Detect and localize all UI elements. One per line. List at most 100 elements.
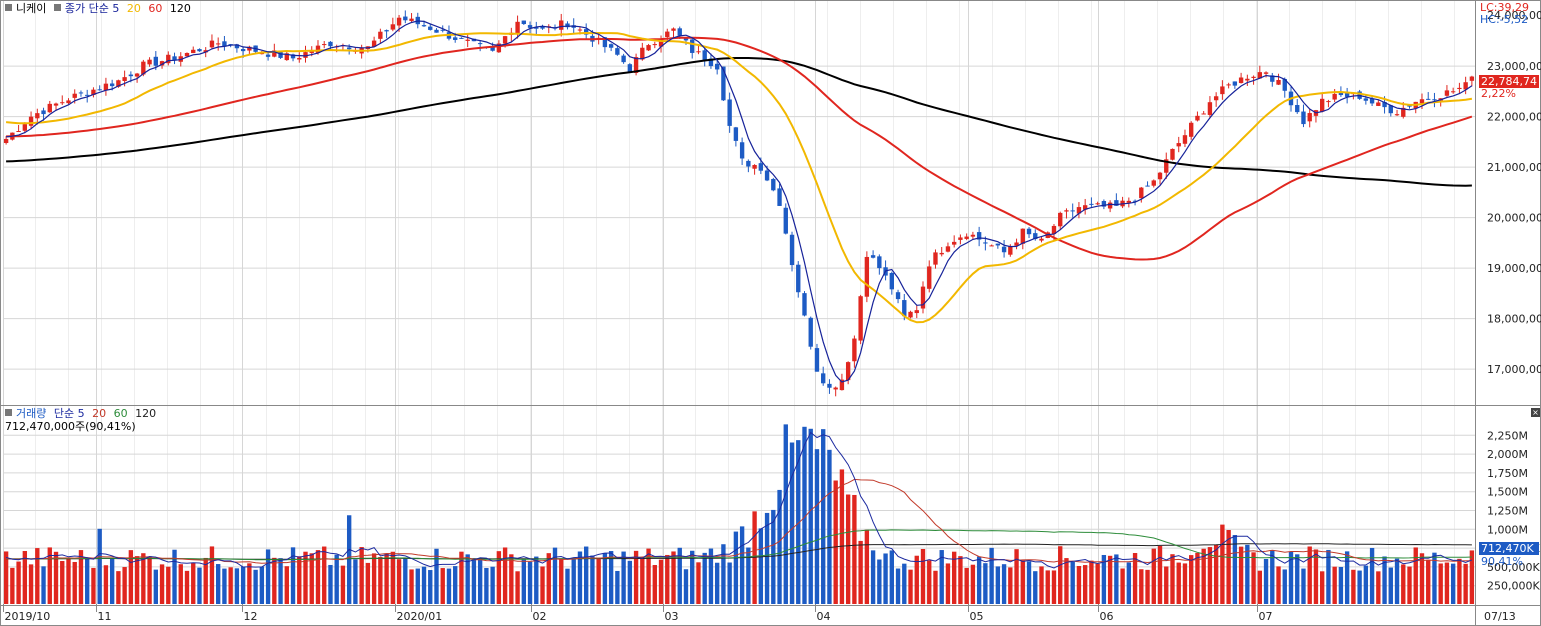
volume-bar: [446, 568, 452, 604]
price-tick-label: 23,000,00: [1487, 60, 1541, 73]
candle-body: [1164, 159, 1169, 173]
volume-bar: [845, 494, 851, 604]
volume-bar: [153, 569, 158, 604]
volume-bar: [340, 565, 346, 604]
volume-bar: [983, 563, 988, 604]
candle-body: [1376, 102, 1381, 106]
volume-bar: [116, 571, 121, 604]
candle-body: [608, 44, 614, 48]
volume-bar: [989, 547, 994, 604]
volume-bar: [421, 566, 427, 604]
x-tick-label: 02: [533, 610, 547, 623]
volume-bar: [1045, 570, 1050, 604]
volume-bar: [41, 566, 46, 604]
candle-body: [378, 31, 383, 39]
candle-body: [1033, 233, 1038, 240]
volume-bar: [814, 449, 820, 604]
volume-bar: [976, 556, 982, 604]
candle-body: [858, 296, 863, 341]
volume-bar: [1288, 551, 1294, 604]
volume-bar: [259, 566, 265, 604]
close-panel-icon[interactable]: ×: [1531, 408, 1540, 417]
candle-body: [845, 362, 851, 381]
price-tick-label: 18,000,00: [1487, 313, 1541, 326]
ma60-line: [6, 36, 1473, 261]
volume-tick-label: 1,250M: [1487, 505, 1528, 518]
candle-body: [702, 50, 707, 62]
candle-body: [515, 21, 520, 34]
candle-body: [771, 179, 776, 191]
candle-body: [1251, 76, 1256, 78]
volume-bar: [877, 559, 882, 604]
volume-bar: [1139, 569, 1144, 604]
volume-bar: [764, 512, 770, 604]
grid-lines: [3, 0, 1475, 604]
volume-bar: [683, 569, 689, 604]
volume-bar: [78, 550, 84, 604]
candle-body: [1126, 200, 1132, 203]
volume-bar: [895, 568, 901, 604]
candle-body: [1176, 143, 1181, 147]
volume-bar: [1469, 550, 1475, 604]
volume-bar: [1076, 565, 1082, 604]
candle-body: [565, 23, 570, 28]
volume-bar: [1251, 552, 1256, 604]
candle-body: [240, 49, 246, 52]
candle-body: [621, 55, 626, 63]
candle-body: [122, 77, 127, 81]
volume-bar: [527, 561, 533, 604]
candle-body: [109, 83, 115, 87]
volume-bar: [440, 568, 445, 604]
candle-body: [1450, 91, 1456, 93]
candle-body: [808, 317, 813, 347]
candle-body: [403, 16, 408, 21]
candle-body: [1326, 101, 1331, 103]
volume-ratio-badge: 90,41%: [1481, 555, 1523, 568]
candle-body: [540, 26, 545, 29]
volume-bar: [1201, 548, 1206, 604]
candle-body: [284, 53, 289, 61]
volume-bar: [1401, 564, 1406, 604]
candle-body: [602, 37, 608, 48]
volume-bar: [290, 547, 296, 604]
candle-body: [222, 41, 227, 47]
candle-body: [1095, 203, 1100, 205]
volume-bar: [540, 566, 545, 604]
volume-bar: [1020, 560, 1025, 604]
volume-bar: [758, 528, 764, 604]
candle-body: [459, 37, 464, 39]
candle-body: [1369, 98, 1375, 104]
candle-body: [584, 29, 589, 35]
volume-bar: [515, 571, 520, 604]
volume-bar: [590, 555, 595, 604]
volume-bar: [1344, 551, 1350, 604]
volume-bar: [777, 489, 782, 604]
candle-body: [920, 286, 926, 309]
volume-bar: [322, 546, 327, 604]
candle-body: [434, 29, 439, 33]
volume-bar: [1220, 524, 1225, 604]
candle-body: [1444, 90, 1450, 96]
volume-bar: [334, 554, 339, 604]
candle-body: [683, 38, 689, 41]
volume-bar: [484, 567, 489, 604]
candle-body: [203, 50, 208, 53]
volume-bar: [652, 565, 657, 604]
candle-body: [97, 89, 102, 91]
volume-bar: [1320, 571, 1325, 604]
candle-body: [390, 24, 396, 30]
price-tick-label: 22,000,00: [1487, 111, 1541, 124]
vol-ma60-label: 60: [113, 407, 128, 420]
vol-ma120-label: 120: [135, 407, 157, 420]
candle-body: [714, 63, 720, 70]
candle-body: [1469, 76, 1475, 81]
volume-bar: [453, 566, 458, 604]
volume-bar: [122, 567, 127, 604]
candle-body: [265, 54, 271, 57]
price-tick-label: 19,000,00: [1487, 262, 1541, 275]
candle-body: [1426, 98, 1431, 100]
candle-body: [1282, 78, 1287, 91]
volume-bar: [671, 551, 676, 604]
candle-body: [802, 293, 807, 316]
candle-body: [764, 170, 770, 181]
